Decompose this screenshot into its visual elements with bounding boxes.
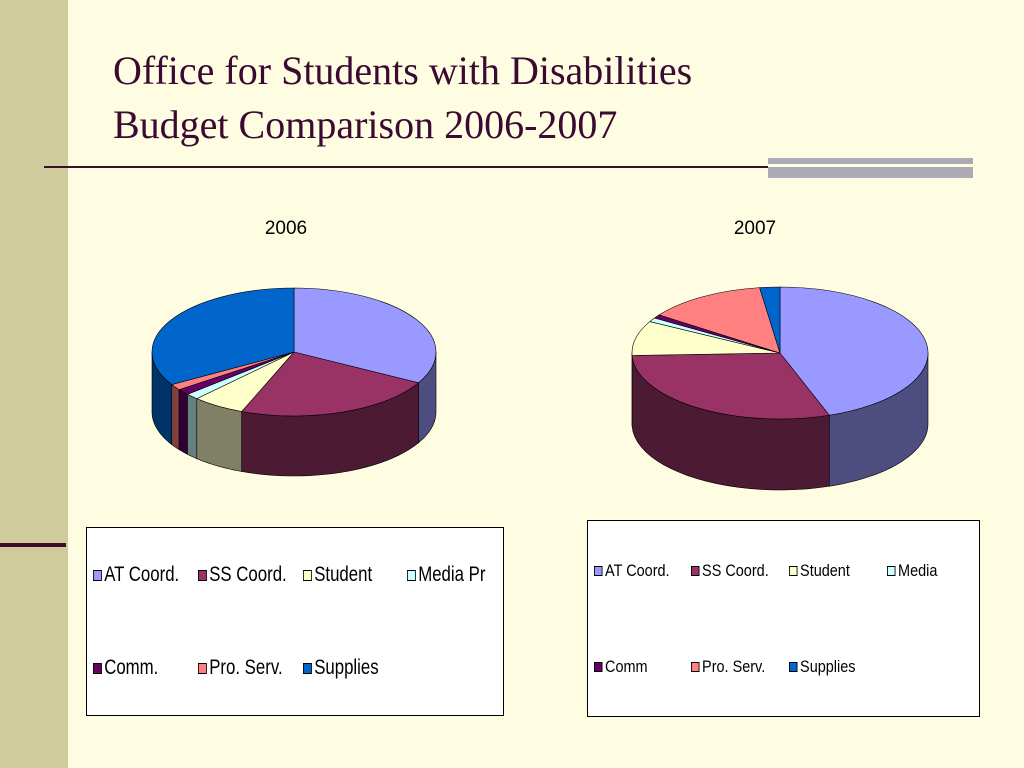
legend-2007: AT Coord. SS Coord. Student Media Comm Pro. S… — [587, 520, 980, 717]
pie-2006-side-comm — [178, 389, 188, 455]
pie-2007 — [631, 286, 929, 491]
legend-2007-label-at-coord: AT Coord. — [605, 561, 670, 580]
legend-2006-label-pro-serv: Pro. Serv. — [209, 656, 283, 679]
legend-2006-label-student: Student — [314, 563, 373, 586]
pie-2007-slice-at-coord — [779, 286, 929, 416]
pie-2006-slice-supplies — [151, 287, 295, 385]
pie-2006-side-pro-serv — [171, 383, 180, 451]
legend-2007-item-at-coord: AT Coord. — [594, 561, 670, 581]
pie-2006 — [151, 287, 437, 477]
chart-2007-title: 2007 — [734, 218, 776, 239]
legend-2007-swatch-media — [887, 566, 896, 576]
legend-2006-label-ss-coord: SS Coord. — [209, 563, 287, 586]
legend-2007-label-comm: Comm — [605, 657, 648, 676]
slide-title-line-2: Budget Comparison 2006-2007 — [113, 102, 618, 147]
legend-2006-swatch-media-pr — [407, 569, 416, 581]
legend-2007-swatch-comm — [594, 662, 603, 672]
slide-title-line-1: Office for Students with Disabilities — [113, 48, 693, 93]
legend-2007-item-ss-coord: SS Coord. — [691, 561, 769, 581]
legend-2006-label-media-pr: Media Pr — [418, 563, 486, 586]
legend-2007-swatch-student — [789, 566, 798, 576]
slide-title: Office for Students with Disabilities Bu… — [113, 44, 692, 152]
legend-2006-label-supplies: Supplies — [314, 656, 379, 679]
legend-2007-label-ss-coord: SS Coord. — [702, 561, 769, 580]
legend-2007-item-media: Media — [887, 561, 937, 581]
pie-2006-slice-at-coord — [293, 287, 437, 384]
legend-2007-item-pro-serv: Pro. Serv. — [691, 657, 765, 677]
title-rule-accent — [768, 158, 973, 178]
legend-2006-item-comm: Comm. — [93, 656, 158, 680]
legend-2007-label-supplies: Supplies — [800, 657, 856, 676]
legend-2007-swatch-ss-coord — [691, 566, 700, 576]
pie-2007-slice-ss-coord — [631, 352, 830, 420]
legend-2007-label-media: Media — [898, 561, 938, 580]
legend-2007-label-pro-serv: Pro. Serv. — [702, 657, 766, 676]
legend-2007-item-student: Student — [789, 561, 850, 581]
legend-2006-swatch-ss-coord — [198, 569, 207, 581]
legend-2006-item-ss-coord: SS Coord. — [198, 563, 287, 587]
title-rule — [44, 166, 772, 168]
title-rule-accent-gap — [768, 164, 973, 167]
legend-2006: AT Coord. SS Coord. Student Media Pr Comm. Pr… — [86, 527, 504, 716]
side-bar — [0, 0, 68, 768]
chart-2006-title: 2006 — [265, 218, 307, 239]
side-accent — [0, 543, 66, 547]
legend-2006-item-at-coord: AT Coord. — [93, 563, 179, 587]
legend-2007-item-comm: Comm — [594, 657, 648, 677]
legend-2007-swatch-at-coord — [594, 566, 603, 576]
legend-2006-item-supplies: Supplies — [303, 656, 379, 680]
legend-2006-item-student: Student — [303, 563, 372, 587]
pie-2006-slice-ss-coord — [241, 351, 420, 417]
legend-2006-item-media-pr: Media Pr — [407, 563, 485, 587]
legend-2007-item-supplies: Supplies — [789, 657, 855, 677]
pie-2007-slice-supplies — [759, 286, 781, 354]
legend-2007-swatch-pro-serv — [691, 662, 700, 672]
legend-2007-label-student: Student — [800, 561, 850, 580]
legend-2006-label-at-coord: AT Coord. — [104, 563, 180, 586]
legend-2006-swatch-comm — [93, 662, 102, 674]
legend-2007-swatch-supplies — [789, 662, 798, 672]
legend-2006-swatch-at-coord — [93, 569, 102, 581]
legend-2006-swatch-supplies — [303, 662, 312, 674]
pie-2007-slice-pro-serv — [658, 287, 781, 354]
legend-2006-item-pro-serv: Pro. Serv. — [198, 656, 283, 680]
legend-2006-swatch-pro-serv — [198, 662, 207, 674]
pie-2006-side-media-pr — [187, 393, 198, 460]
legend-2006-swatch-student — [303, 569, 312, 581]
legend-2006-label-comm: Comm. — [104, 656, 159, 679]
